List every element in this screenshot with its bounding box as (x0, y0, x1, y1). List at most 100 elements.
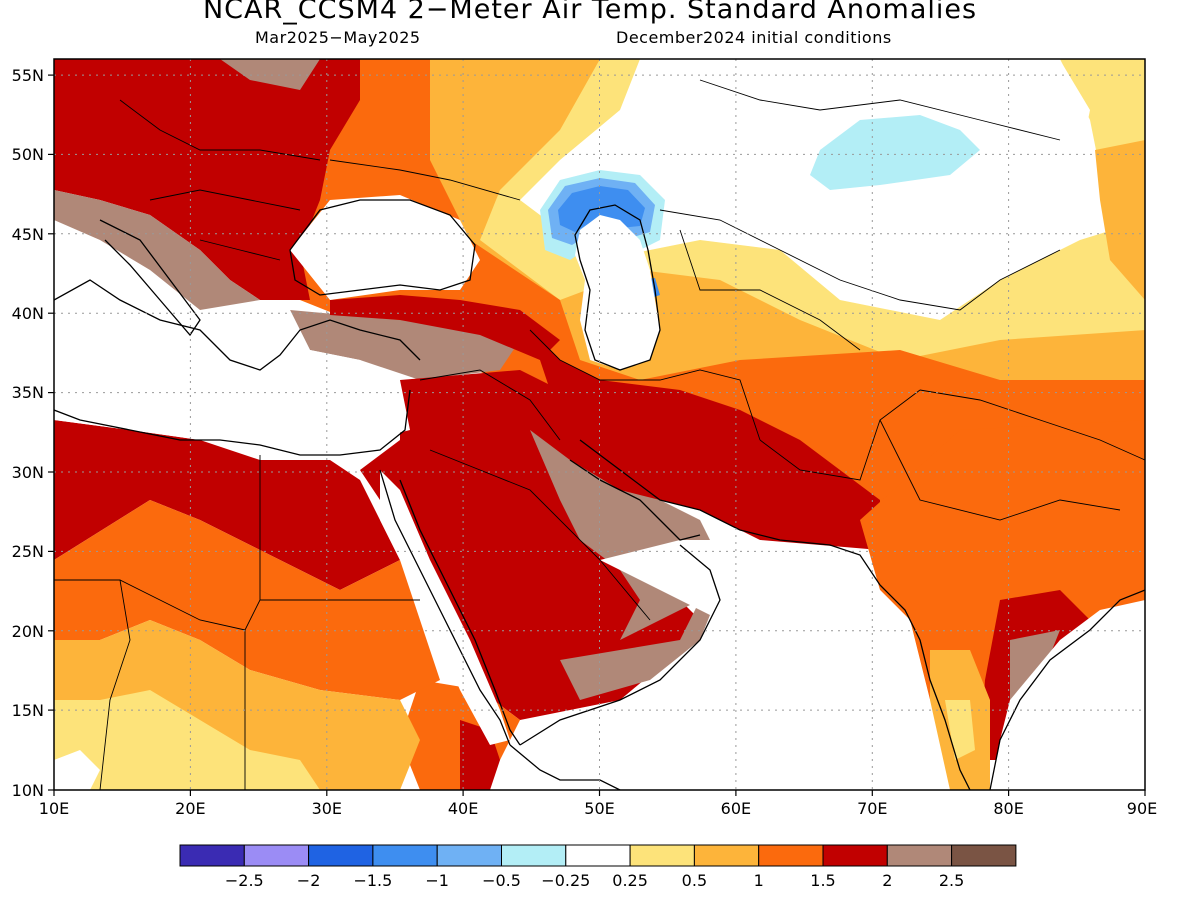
border-europe-2 (149, 189, 301, 211)
colorbar-label: 2 (882, 871, 892, 890)
initial-conditions: December2024 initial conditions (616, 28, 892, 47)
region-kazakhstan-cool-2 (810, 115, 980, 190)
colorbar-label: 1 (754, 871, 764, 890)
borders (54, 79, 1145, 790)
region-sahel-light (54, 690, 320, 790)
coast-red-sea-west (379, 469, 511, 746)
coast-iran-south (579, 439, 881, 586)
coast-arabia-south (519, 544, 721, 746)
region-europe-n-brown (220, 59, 320, 90)
border-mideast-2 (429, 449, 651, 621)
coast-india-west (879, 584, 971, 790)
colorbar-swatch (179, 844, 245, 867)
colorbar-swatch (629, 844, 695, 867)
colorbar-swatch (886, 844, 953, 867)
border-iran-1 (529, 329, 761, 441)
colorbar-swatch (951, 844, 1017, 867)
border-europe-1 (119, 99, 321, 161)
coast-india-east (989, 589, 1145, 790)
lat-label: 50N (12, 145, 44, 164)
lat-label: 40N (12, 304, 44, 323)
region-caspian-cool (558, 186, 645, 232)
coast-mediterranean-north (54, 279, 421, 371)
colorbar-label: 0.25 (612, 871, 648, 890)
lat-label: 10N (12, 781, 44, 800)
lat-label: 25N (12, 542, 44, 561)
coast-horn-africa (509, 744, 621, 790)
region-caspian-sea (575, 215, 660, 370)
region-turkey-warm (330, 295, 560, 360)
lat-label: 30N (12, 463, 44, 482)
colorbar-swatch (822, 844, 888, 867)
lat-label: 55N (12, 66, 44, 85)
border-china-1 (919, 389, 1145, 461)
region-europe-brown (54, 190, 260, 310)
colorbar-swatch (758, 844, 824, 867)
colorbar-label: −2.5 (225, 871, 264, 890)
coast-persian-gulf (569, 459, 701, 541)
region-arabia-south-brown (560, 590, 720, 700)
region-mediterranean (54, 300, 410, 450)
coast-italy (99, 219, 201, 337)
lon-labels: 10E 20E 30E 40E 50E 60E 70E 80E 90E (39, 799, 1157, 818)
region-indian-ocean (510, 540, 950, 790)
lon-label: 50E (584, 799, 614, 818)
lat-label: 15N (12, 701, 44, 720)
colorbar-label: −2 (297, 871, 321, 890)
lon-label: 10E (39, 799, 69, 818)
region-red-sea (380, 470, 510, 745)
border-europe-3 (199, 239, 281, 261)
colorbar-swatch (372, 844, 438, 867)
border-mideast-1 (419, 369, 561, 441)
region-iran-warm (530, 330, 880, 540)
lon-label: 30E (312, 799, 342, 818)
border-india-1 (879, 419, 1121, 521)
region-bay-of-bengal (990, 600, 1145, 790)
region-india-brown (1010, 630, 1060, 700)
lat-labels: 55N 50N 45N 40N 35N 30N 25N 20N 15N 10N (12, 66, 44, 800)
colorbar-swatch (565, 844, 631, 867)
colorbar-swatch (501, 844, 567, 867)
border-africa-4 (99, 579, 131, 790)
coast-red-sea-east (399, 479, 521, 746)
lon-label: 40E (448, 799, 478, 818)
lon-label: 70E (857, 799, 887, 818)
lat-label: 45N (12, 225, 44, 244)
region-north-east-yellow (1060, 59, 1145, 170)
colorbar-label: 2.5 (939, 871, 964, 890)
coast-levant-africa (54, 389, 411, 456)
colorbar-label: −1 (425, 871, 449, 890)
region-black-sea (290, 195, 480, 300)
grid (54, 59, 1145, 790)
border-africa-2 (54, 579, 246, 631)
lon-label: 60E (721, 799, 751, 818)
region-north-africa-mild (54, 500, 440, 700)
region-europe-warm (54, 59, 360, 300)
colorbar-swatch (308, 844, 374, 867)
lat-label: 35N (12, 383, 44, 402)
region-eastern-europe-mild (300, 59, 1145, 520)
colorbar: −2.5 −2 −1.5 −1 −0.5 −0.25 0.25 0.5 1 1.5 2 2.5 (179, 844, 1017, 890)
lon-label: 80E (993, 799, 1023, 818)
colorbar-label: −0.5 (482, 871, 521, 890)
colorbar-swatch (243, 844, 310, 867)
colorbar-label: 0.5 (682, 871, 707, 890)
colorbar-label: −1.5 (353, 871, 392, 890)
colorbar-swatch (436, 844, 503, 867)
region-north-africa-warm (54, 420, 400, 590)
lon-label: 90E (1127, 799, 1157, 818)
colorbar-label: −0.25 (541, 871, 590, 890)
border-central-1 (679, 229, 861, 351)
border-central-2 (759, 389, 921, 481)
map-title: NCAR_CCSM4 2−Meter Air Temp. Standard An… (202, 0, 978, 25)
coast-black-sea (289, 199, 476, 296)
border-russia-1 (329, 159, 521, 201)
coast-caspian (574, 204, 661, 371)
lat-label: 20N (12, 622, 44, 641)
coastlines (54, 199, 1145, 790)
border-russia-2 (699, 79, 1061, 141)
colorbar-swatch (693, 844, 760, 867)
border-kaz-1 (659, 209, 1061, 311)
forecast-period: Mar2025−May2025 (255, 28, 421, 47)
